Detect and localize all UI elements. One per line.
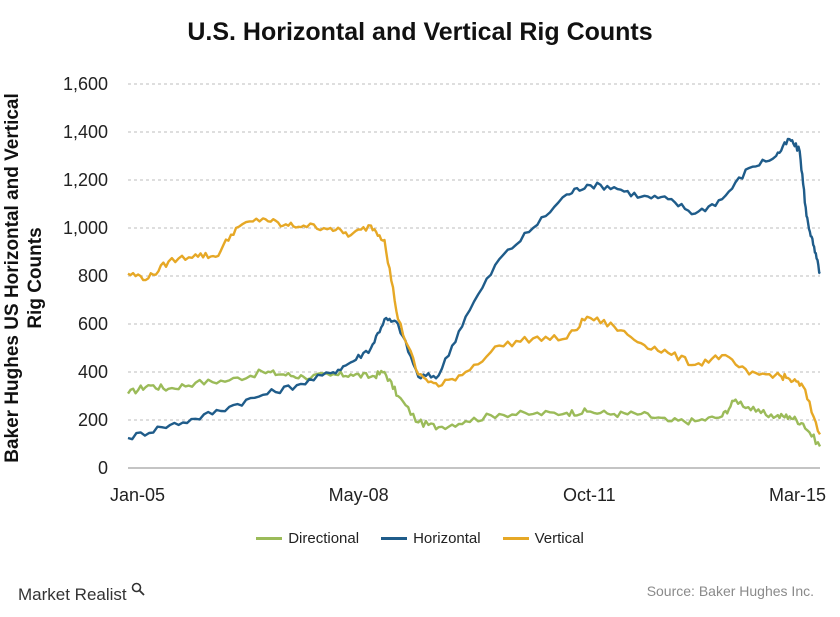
legend-item-horizontal: Horizontal xyxy=(381,530,481,547)
line-chart: 0 200 400 600 800 1,000 1,200 1,400 1,600 Jan-05 M… xyxy=(63,74,826,505)
legend-label-vertical: Vertical xyxy=(534,530,584,547)
legend-item-directional: Directional xyxy=(256,530,359,547)
chart-title: U.S. Horizontal and Vertical Rig Counts xyxy=(187,18,653,46)
legend-label-directional: Directional xyxy=(288,530,360,547)
legend-swatch-horizontal xyxy=(381,537,408,540)
y-tick-label-2: 400 xyxy=(78,362,108,382)
y-tick-label-3: 600 xyxy=(78,314,108,334)
x-tick-label-3: Mar-15 xyxy=(769,485,826,505)
source-note: Source: Baker Hughes Inc. xyxy=(646,583,814,599)
y-tick-label-1: 200 xyxy=(78,410,108,430)
y-tick-label-0: 0 xyxy=(98,458,108,478)
series-line-vertical xyxy=(127,217,822,436)
legend-label-horizontal: Horizontal xyxy=(413,530,481,547)
series-line-horizontal xyxy=(127,137,821,441)
y-tick-label-7: 1,400 xyxy=(63,122,108,142)
x-tick-label-0: Jan-05 xyxy=(110,485,165,505)
legend-item-vertical: Vertical xyxy=(502,530,584,547)
legend-swatch-vertical xyxy=(502,537,529,540)
magnifier-icon xyxy=(131,582,145,596)
series-line-directional xyxy=(127,368,822,447)
y-tick-label-6: 1,200 xyxy=(63,170,108,190)
y-tick-label-4: 800 xyxy=(78,266,108,286)
y-tick-label-8: 1,600 xyxy=(63,74,108,94)
brand-logo: Market Realist xyxy=(18,582,145,605)
x-tick-label-1: May-08 xyxy=(329,485,389,505)
brand-name: Market Realist xyxy=(18,585,127,604)
y-tick-label-5: 1,000 xyxy=(63,218,108,238)
x-tick-label-2: Oct-11 xyxy=(563,485,616,505)
legend: Directional Horizontal Vertical xyxy=(0,530,840,547)
legend-swatch-directional xyxy=(256,537,283,540)
